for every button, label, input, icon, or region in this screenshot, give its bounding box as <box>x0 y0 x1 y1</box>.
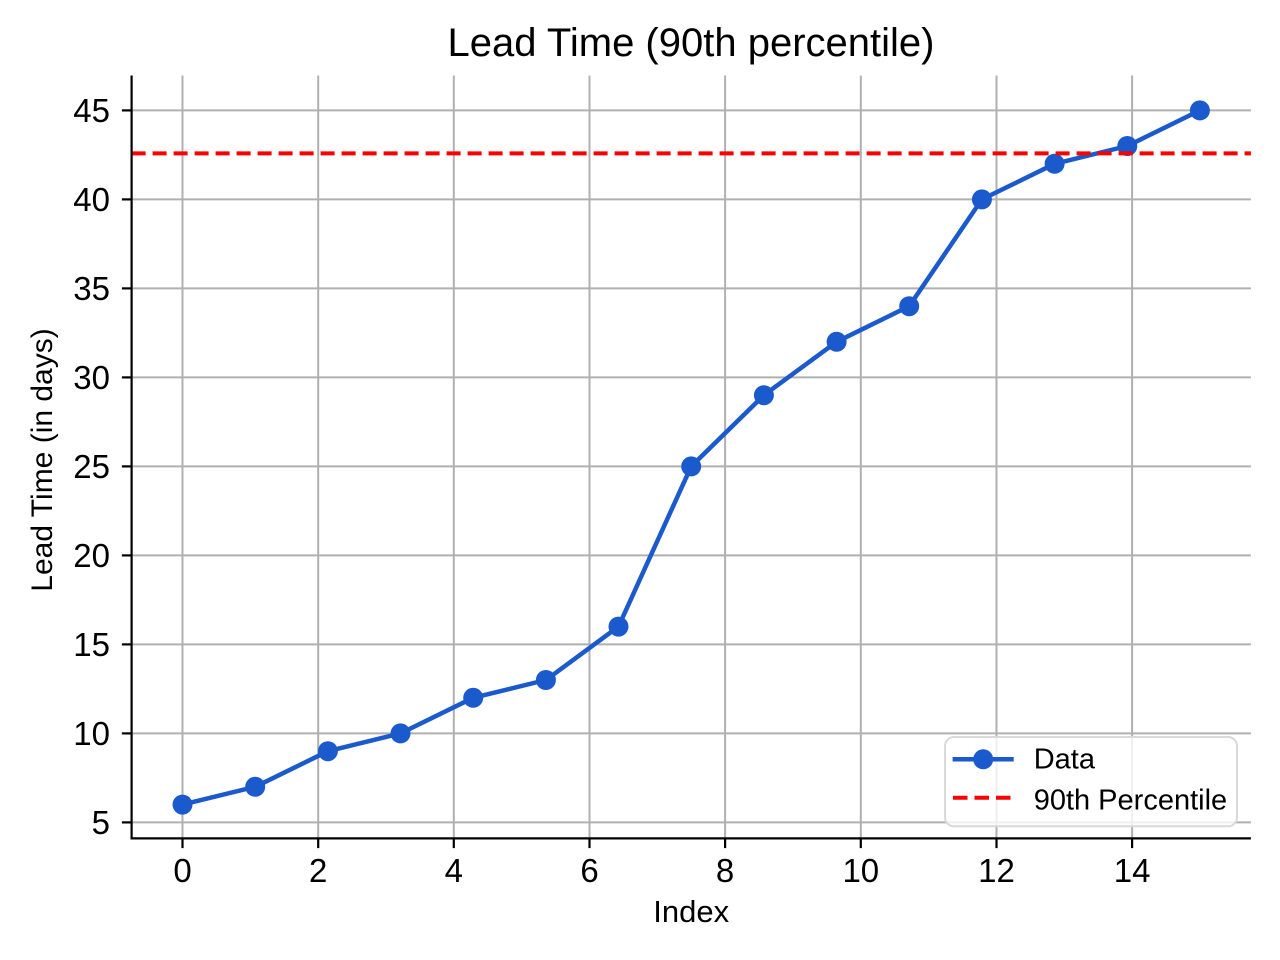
svg-text:15: 15 <box>73 626 110 663</box>
svg-text:Data: Data <box>1034 744 1096 776</box>
svg-text:30: 30 <box>73 359 110 396</box>
svg-text:5: 5 <box>92 804 110 841</box>
svg-text:Lead Time (in days): Lead Time (in days) <box>26 328 59 591</box>
svg-text:20: 20 <box>73 537 110 574</box>
svg-text:0: 0 <box>173 852 191 889</box>
svg-text:12: 12 <box>978 852 1015 889</box>
svg-text:10: 10 <box>73 715 110 752</box>
svg-text:90th Percentile: 90th Percentile <box>1034 784 1227 816</box>
svg-text:2: 2 <box>309 852 327 889</box>
svg-text:14: 14 <box>1114 852 1151 889</box>
svg-text:25: 25 <box>73 448 110 485</box>
svg-text:45: 45 <box>73 92 110 129</box>
svg-text:Index: Index <box>653 894 729 929</box>
svg-text:Lead Time (90th percentile): Lead Time (90th percentile) <box>448 21 935 65</box>
svg-text:10: 10 <box>842 852 879 889</box>
svg-text:4: 4 <box>445 852 463 889</box>
svg-text:35: 35 <box>73 270 110 307</box>
svg-text:6: 6 <box>580 852 598 889</box>
svg-text:8: 8 <box>716 852 734 889</box>
svg-text:40: 40 <box>73 181 110 218</box>
